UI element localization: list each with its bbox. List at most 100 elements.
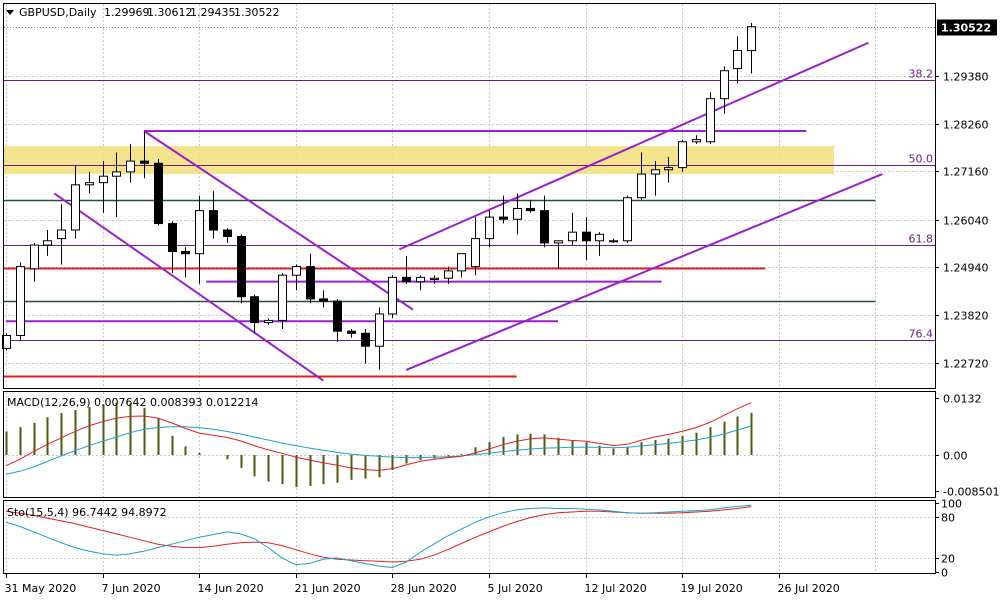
bull-candle-body [375,313,384,347]
bull-candle-body [485,216,494,240]
candle [154,158,163,226]
price-panel[interactable]: 38.250.061.876.4 1.293801.282601.271601.… [2,3,998,389]
bear-candle-body [347,330,356,334]
fib-level-label: 76.4 [909,328,934,341]
time-axis-label: 12 Jul 2020 [585,582,647,595]
low-value: 1.29435 [190,6,236,19]
time-axis-label: 5 Jul 2020 [488,582,543,595]
bull-candle-body [444,270,453,279]
bear-candle-body [223,229,232,237]
bull-candle-body [292,266,301,276]
bull-candle-body [637,173,646,199]
bear-candle-body [499,216,508,220]
close-value: 1.30522 [234,6,280,19]
bull-candle-body [112,171,121,177]
resistance-zone [4,146,834,175]
bull-candle-body [678,141,687,169]
stochastic-lines [5,504,752,569]
candle [526,199,535,213]
candle [85,171,94,194]
candle [595,232,604,256]
candle [651,161,660,196]
bull-candle-body [609,240,618,243]
candle [471,217,480,276]
candle [637,152,646,200]
candle [43,230,52,256]
candle [292,264,301,291]
price-axis: 1.29380 1.28260 1.27160 1.26040 1.24940 1.238… [4,19,997,371]
candle [209,191,218,239]
symbol-label: GBPUSD,Daily [19,6,97,19]
bull-candle-body [623,197,632,242]
macd-axis-label: -0.008501 [943,486,999,499]
bull-candle-body [457,253,466,272]
price-axis-label: 1.28260 [943,119,989,132]
time-axis-label: 7 Jun 2020 [102,582,161,595]
horizontal-levels [4,199,876,378]
candle [664,156,673,183]
bull-candle-body [43,240,52,246]
bull-candle-body [57,229,66,240]
high-value: 1.30612 [147,6,193,19]
stochastic-axis-label: 0 [941,567,948,580]
bull-candle-body [16,266,25,336]
candle [388,275,397,319]
stochastic-axis-label: 100 [941,498,962,511]
bull-candle-body [430,277,439,281]
fib-level-label: 50.0 [909,153,934,166]
price-axis-label: 1.26040 [943,215,989,228]
bull-candle-body [595,233,604,242]
candle [347,329,356,338]
macd-panel[interactable]: 0.0132 0.00 -0.008501 MACD(12,26,9) 0.0076… [3,391,1000,499]
candle [402,255,411,284]
candle [706,92,715,144]
time-axis-label: 26 Jul 2020 [778,582,840,595]
candle [485,210,494,248]
candle [319,290,328,308]
stochastic-label: Sto(15,5,4) 96.7442 94.8972 [7,506,167,519]
candle [499,195,508,224]
open-value: 1.29969 [104,6,150,19]
price-axis-label: 1.22720 [943,358,989,371]
candle [513,193,522,235]
stochastic-panel-border [3,500,936,574]
down-channel-top-line [143,130,414,311]
candle [333,298,342,342]
bull-candle-body [513,207,522,220]
candle [168,221,177,274]
bull-candle-body [651,169,660,175]
time-axis-label: 28 Jun 2020 [391,582,457,595]
candle [720,66,729,114]
candle [430,275,439,284]
bear-candle-body [154,162,163,225]
candle [126,143,135,183]
candle [747,22,756,74]
candle [278,273,287,330]
macd-axis-label: 0.00 [943,450,968,463]
bull-candle-body [71,184,80,231]
bear-candle-body [168,223,177,253]
macd-signal-line [5,425,752,475]
candle [16,262,25,340]
candle [568,212,577,246]
candle [264,318,273,325]
candle [733,36,742,84]
candle [375,307,384,370]
price-axis-label: 1.29380 [943,71,989,84]
price-axis-label: 1.27160 [943,166,989,179]
candle [112,152,121,218]
bull-candle-body [554,240,563,244]
bear-candle-body [540,210,549,244]
macd-panel-border [3,391,936,498]
bear-candle-body [582,231,591,242]
bull-candle-body [692,139,701,143]
price-axis-label: 1.23820 [943,310,989,323]
macd-label: MACD(12,26,9) 0.007642 0.008393 0.012214 [7,396,259,409]
down-channel-bottom-line [53,192,324,382]
price-panel-border [3,3,936,389]
lower-channel-line [405,173,883,371]
collapse-triangle-icon[interactable] [6,10,14,15]
